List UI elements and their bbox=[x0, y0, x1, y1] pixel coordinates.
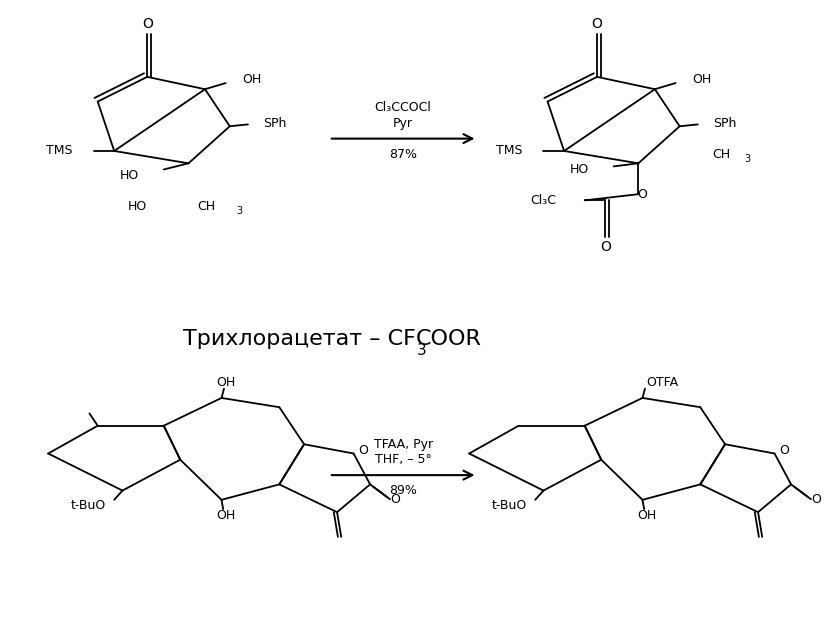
Text: O: O bbox=[390, 493, 400, 506]
Text: Pyr: Pyr bbox=[393, 117, 413, 130]
Text: TMS: TMS bbox=[496, 145, 523, 158]
Text: t-BuO: t-BuO bbox=[492, 500, 527, 513]
Text: OH: OH bbox=[216, 509, 235, 521]
Text: SPh: SPh bbox=[713, 117, 736, 130]
Text: 3: 3 bbox=[744, 154, 750, 164]
Text: O: O bbox=[592, 17, 602, 31]
Text: O: O bbox=[142, 17, 153, 31]
Text: TFAA, Pyr: TFAA, Pyr bbox=[374, 438, 433, 451]
Text: CH: CH bbox=[197, 200, 215, 213]
Text: Cl₃CCOCl: Cl₃CCOCl bbox=[375, 102, 431, 114]
Text: OH: OH bbox=[216, 376, 235, 389]
Text: O: O bbox=[811, 493, 821, 506]
Text: t-BuO: t-BuO bbox=[71, 500, 106, 513]
Text: O: O bbox=[600, 240, 611, 254]
Text: 89%: 89% bbox=[389, 484, 417, 497]
Text: COOR: COOR bbox=[416, 330, 481, 350]
Text: CH: CH bbox=[713, 148, 730, 161]
Text: O: O bbox=[779, 444, 789, 457]
Text: 87%: 87% bbox=[389, 148, 417, 161]
Text: OTFA: OTFA bbox=[647, 376, 679, 389]
Text: OH: OH bbox=[637, 509, 656, 521]
Text: TMS: TMS bbox=[47, 145, 73, 158]
Text: Трихлорацетат – CF: Трихлорацетат – CF bbox=[183, 330, 416, 350]
Text: OH: OH bbox=[692, 74, 711, 87]
Text: HO: HO bbox=[120, 169, 139, 182]
Text: Cl₃C: Cl₃C bbox=[530, 194, 556, 207]
Text: THF, – 5°: THF, – 5° bbox=[375, 453, 431, 466]
Text: 3: 3 bbox=[416, 343, 426, 358]
Text: O: O bbox=[358, 444, 368, 457]
Text: SPh: SPh bbox=[263, 117, 286, 130]
Text: HO: HO bbox=[128, 200, 147, 213]
Text: O: O bbox=[637, 188, 647, 201]
Text: OH: OH bbox=[242, 74, 262, 87]
Text: 3: 3 bbox=[236, 206, 243, 216]
Text: HO: HO bbox=[569, 163, 589, 176]
